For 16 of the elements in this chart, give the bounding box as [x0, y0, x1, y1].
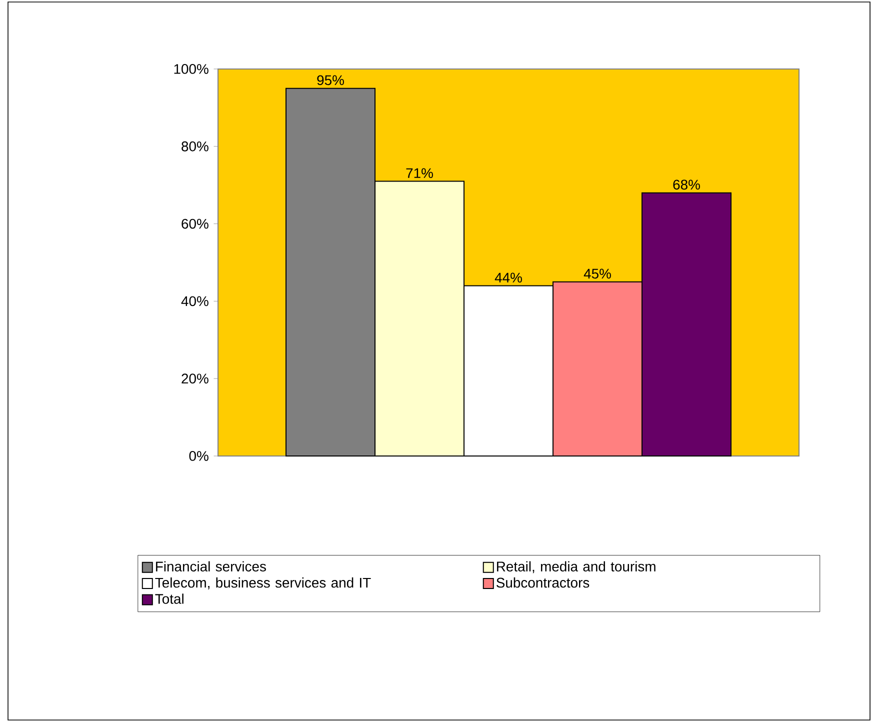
data-label: 44%: [494, 272, 522, 282]
y-tick-label: 80%: [182, 141, 208, 152]
legend-label: Telecom, business services and IT: [155, 577, 371, 590]
data-label: 71%: [406, 168, 433, 178]
legend-label: Financial services: [156, 561, 266, 572]
y-tick-label: 0%: [189, 451, 208, 461]
data-label: 68%: [673, 180, 700, 190]
legend-label: Subcontractors: [496, 577, 590, 588]
y-tick-label: 60%: [182, 218, 208, 229]
y-tick-label: 100%: [174, 64, 208, 74]
data-label: 45%: [584, 268, 611, 279]
y-tick-label: 20%: [182, 374, 208, 384]
data-label: 95%: [317, 75, 344, 86]
y-tick-label: 40%: [181, 296, 208, 306]
legend-label: Total: [155, 594, 184, 604]
legend-label: Retail, media and tourism: [497, 561, 656, 574]
